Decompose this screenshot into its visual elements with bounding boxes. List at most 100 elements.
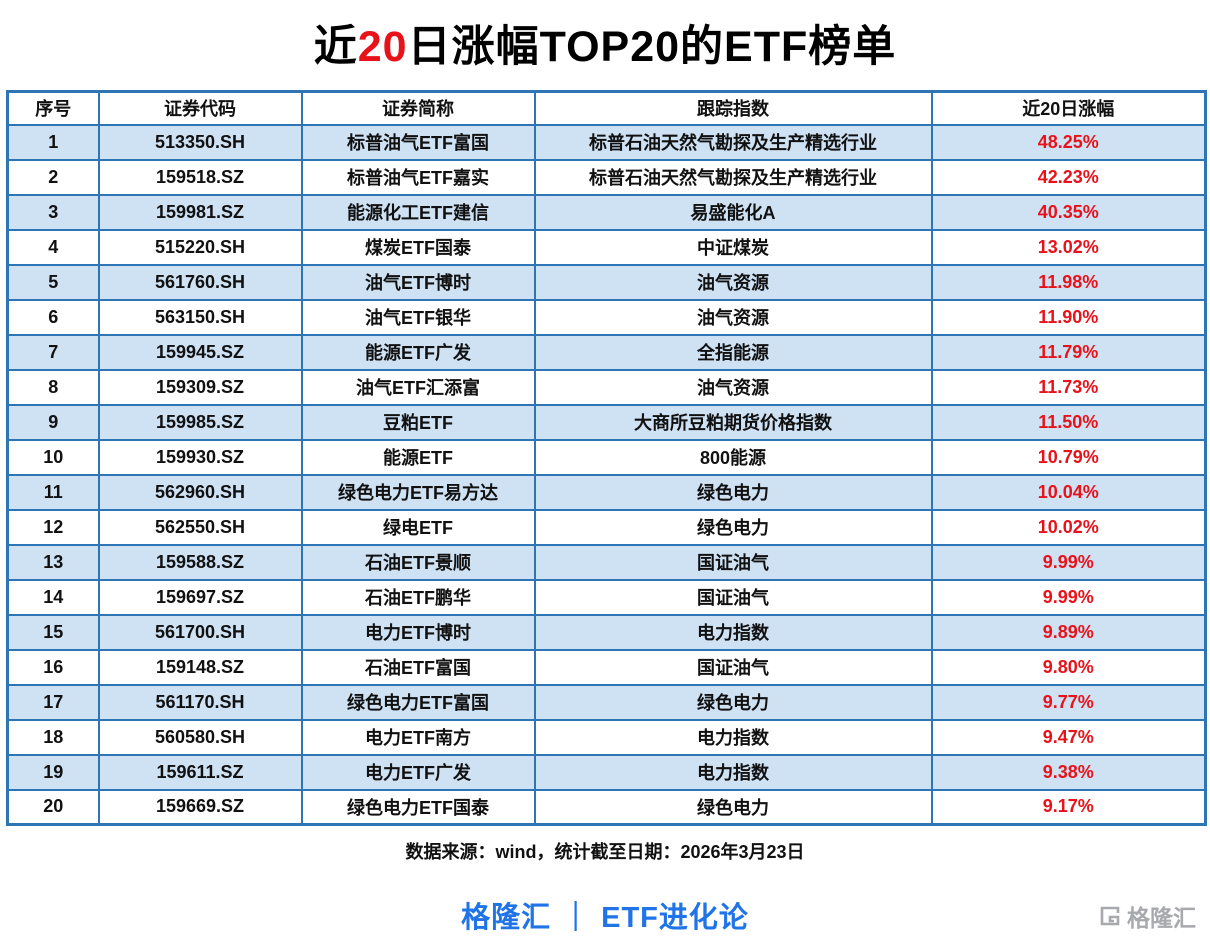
cell-code: 560580.SH: [97, 718, 303, 756]
table-row: 3 159981.SZ 能源化工ETF建信 易盛能化A 40.35%: [6, 193, 1207, 231]
title-highlight: 20: [357, 23, 408, 71]
cell-gain: 40.35%: [930, 193, 1207, 231]
cell-code: 159985.SZ: [97, 403, 303, 441]
cell-name: 绿色电力ETF易方达: [300, 473, 536, 511]
table-row: 12 562550.SH 绿电ETF 绿色电力 10.02%: [6, 508, 1207, 546]
column-header: 证券简称: [300, 90, 536, 126]
cell-gain: 9.89%: [930, 613, 1207, 651]
cell-rank: 20: [6, 788, 100, 826]
cell-gain: 48.25%: [930, 123, 1207, 161]
cell-index: 绿色电力: [533, 473, 933, 511]
cell-rank: 7: [6, 333, 100, 371]
table-row: 13 159588.SZ 石油ETF景顺 国证油气 9.99%: [6, 543, 1207, 581]
table-header-row: 序号 证券代码 证券简称 跟踪指数 近20日涨幅: [6, 90, 1207, 126]
cell-index: 油气资源: [533, 368, 933, 406]
cell-rank: 11: [6, 473, 100, 511]
table-row: 17 561170.SH 绿色电力ETF富国 绿色电力 9.77%: [6, 683, 1207, 721]
cell-rank: 10: [6, 438, 100, 476]
cell-gain: 10.02%: [930, 508, 1207, 546]
table-row: 14 159697.SZ 石油ETF鹏华 国证油气 9.99%: [6, 578, 1207, 616]
cell-name: 石油ETF景顺: [300, 543, 536, 581]
cell-index: 易盛能化A: [533, 193, 933, 231]
cell-index: 油气资源: [533, 263, 933, 301]
column-header: 近20日涨幅: [930, 90, 1207, 126]
cell-code: 561760.SH: [97, 263, 303, 301]
table-row: 4 515220.SH 煤炭ETF国泰 中证煤炭 13.02%: [6, 228, 1207, 266]
cell-index: 电力指数: [533, 613, 933, 651]
cell-name: 能源ETF: [300, 438, 536, 476]
cell-gain: 10.04%: [930, 473, 1207, 511]
cell-name: 油气ETF汇添富: [300, 368, 536, 406]
cell-rank: 1: [6, 123, 100, 161]
cell-gain: 9.99%: [930, 543, 1207, 581]
column-header: 序号: [6, 90, 100, 126]
cell-name: 油气ETF博时: [300, 263, 536, 301]
column-header: 跟踪指数: [533, 90, 933, 126]
cell-code: 159697.SZ: [97, 578, 303, 616]
cell-rank: 9: [6, 403, 100, 441]
brand-line: 格隆汇 ｜ ETF进化论: [6, 894, 1204, 936]
table-row: 20 159669.SZ 绿色电力ETF国泰 绿色电力 9.17%: [6, 788, 1207, 826]
table-row: 11 562960.SH 绿色电力ETF易方达 绿色电力 10.04%: [6, 473, 1207, 511]
brand-name: 格隆汇: [461, 902, 552, 934]
cell-code: 159148.SZ: [97, 648, 303, 686]
cell-rank: 4: [6, 228, 100, 266]
column-header: 证券代码: [97, 90, 303, 126]
cell-rank: 6: [6, 298, 100, 336]
table-row: 8 159309.SZ 油气ETF汇添富 油气资源 11.73%: [6, 368, 1207, 406]
table-body: 1 513350.SH 标普油气ETF富国 标普石油天然气勘探及生产精选行业 48.25…: [6, 123, 1207, 826]
table-row: 16 159148.SZ 石油ETF富国 国证油气 9.80%: [6, 648, 1207, 686]
cell-name: 绿电ETF: [300, 508, 536, 546]
gelonghui-logo-icon: [1098, 904, 1122, 928]
cell-index: 中证煤炭: [533, 228, 933, 266]
cell-index: 800能源: [533, 438, 933, 476]
etf-ranking-table: 序号 证券代码 证券简称 跟踪指数 近20日涨幅 1 513350.SH 标普油气ETF富国…: [6, 90, 1207, 826]
table-row: 15 561700.SH 电力ETF博时 电力指数 9.89%: [6, 613, 1207, 651]
cell-gain: 10.79%: [930, 438, 1207, 476]
cell-gain: 9.77%: [930, 683, 1207, 721]
cell-name: 绿色电力ETF国泰: [300, 788, 536, 826]
table-row: 6 563150.SH 油气ETF银华 油气资源 11.90%: [6, 298, 1207, 336]
cell-code: 159588.SZ: [97, 543, 303, 581]
cell-code: 159945.SZ: [97, 333, 303, 371]
cell-index: 国证油气: [533, 543, 933, 581]
cell-gain: 9.38%: [930, 753, 1207, 791]
cell-index: 标普石油天然气勘探及生产精选行业: [533, 123, 933, 161]
cell-index: 绿色电力: [533, 508, 933, 546]
cell-name: 电力ETF南方: [300, 718, 536, 756]
cell-code: 159611.SZ: [97, 753, 303, 791]
cell-name: 石油ETF鹏华: [300, 578, 536, 616]
cell-index: 油气资源: [533, 298, 933, 336]
cell-index: 电力指数: [533, 753, 933, 791]
cell-code: 515220.SH: [97, 228, 303, 266]
cell-rank: 14: [6, 578, 100, 616]
cell-name: 豆粕ETF: [300, 403, 536, 441]
cell-rank: 12: [6, 508, 100, 546]
cell-name: 能源ETF广发: [300, 333, 536, 371]
cell-gain: 9.47%: [930, 718, 1207, 756]
cell-name: 油气ETF银华: [300, 298, 536, 336]
table-row: 19 159611.SZ 电力ETF广发 电力指数 9.38%: [6, 753, 1207, 791]
cell-gain: 9.17%: [930, 788, 1207, 826]
cell-name: 能源化工ETF建信: [300, 193, 536, 231]
cell-name: 煤炭ETF国泰: [300, 228, 536, 266]
cell-name: 电力ETF广发: [300, 753, 536, 791]
cell-code: 159930.SZ: [97, 438, 303, 476]
cell-name: 标普油气ETF富国: [300, 123, 536, 161]
cell-code: 159309.SZ: [97, 368, 303, 406]
cell-name: 绿色电力ETF富国: [300, 683, 536, 721]
title-prefix: 近: [313, 23, 358, 71]
cell-gain: 11.79%: [930, 333, 1207, 371]
cell-index: 标普石油天然气勘探及生产精选行业: [533, 158, 933, 196]
cell-rank: 18: [6, 718, 100, 756]
cell-rank: 17: [6, 683, 100, 721]
table-row: 18 560580.SH 电力ETF南方 电力指数 9.47%: [6, 718, 1207, 756]
cell-name: 电力ETF博时: [300, 613, 536, 651]
cell-gain: 9.99%: [930, 578, 1207, 616]
cell-gain: 11.50%: [930, 403, 1207, 441]
table-row: 9 159985.SZ 豆粕ETF 大商所豆粕期货价格指数 11.50%: [6, 403, 1207, 441]
title-suffix: 日涨幅TOP20的ETF榜单: [407, 23, 897, 71]
cell-rank: 16: [6, 648, 100, 686]
table-row: 2 159518.SZ 标普油气ETF嘉实 标普石油天然气勘探及生产精选行业 42.23…: [6, 158, 1207, 196]
